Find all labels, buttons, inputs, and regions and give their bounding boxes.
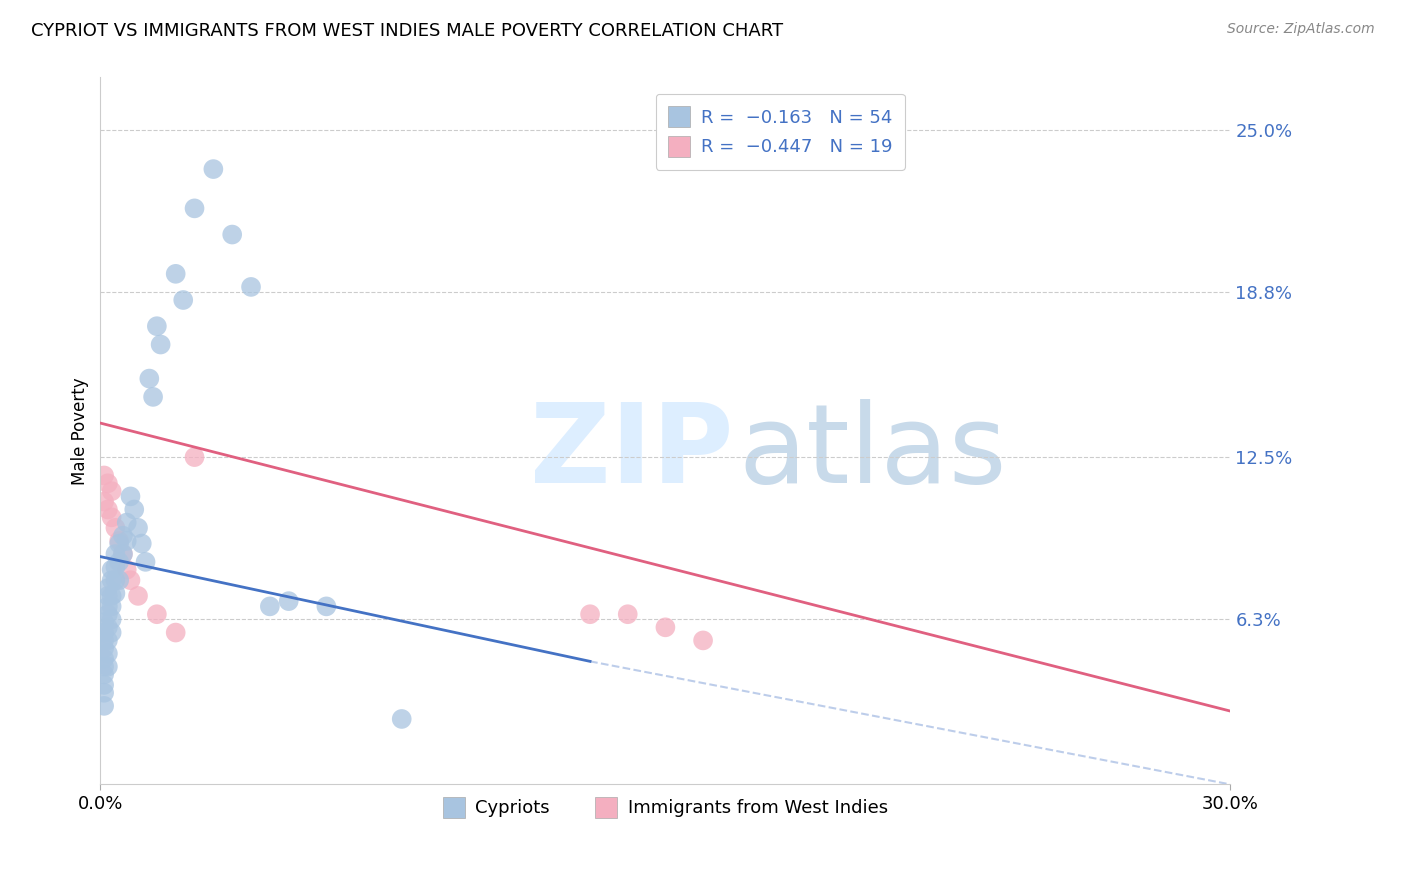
Point	[93, 468, 115, 483]
Text: Source: ZipAtlas.com: Source: ZipAtlas.com	[1227, 22, 1375, 37]
Point	[104, 573, 127, 587]
Point	[97, 607, 120, 622]
Point	[93, 625, 115, 640]
Point	[108, 536, 131, 550]
Point	[172, 293, 194, 307]
Point	[93, 678, 115, 692]
Point	[93, 652, 115, 666]
Point	[115, 563, 138, 577]
Point	[100, 589, 122, 603]
Point	[93, 641, 115, 656]
Point	[104, 560, 127, 574]
Point	[131, 536, 153, 550]
Point	[146, 607, 169, 622]
Point	[104, 547, 127, 561]
Point	[104, 521, 127, 535]
Point	[93, 659, 115, 673]
Point	[221, 227, 243, 242]
Point	[122, 502, 145, 516]
Point	[97, 620, 120, 634]
Point	[115, 533, 138, 548]
Point	[616, 607, 638, 622]
Point	[97, 647, 120, 661]
Point	[108, 573, 131, 587]
Point	[93, 667, 115, 681]
Text: ZIP: ZIP	[530, 399, 733, 506]
Point	[97, 659, 120, 673]
Point	[100, 599, 122, 614]
Point	[93, 686, 115, 700]
Point	[93, 633, 115, 648]
Point	[165, 625, 187, 640]
Point	[120, 573, 142, 587]
Point	[202, 162, 225, 177]
Point	[315, 599, 337, 614]
Point	[165, 267, 187, 281]
Point	[183, 202, 205, 216]
Point	[579, 607, 602, 622]
Point	[135, 555, 157, 569]
Point	[93, 615, 115, 629]
Point	[138, 371, 160, 385]
Point	[111, 529, 134, 543]
Point	[100, 573, 122, 587]
Point	[100, 484, 122, 499]
Text: CYPRIOT VS IMMIGRANTS FROM WEST INDIES MALE POVERTY CORRELATION CHART: CYPRIOT VS IMMIGRANTS FROM WEST INDIES M…	[31, 22, 783, 40]
Y-axis label: Male Poverty: Male Poverty	[72, 377, 89, 484]
Point	[100, 612, 122, 626]
Point	[97, 581, 120, 595]
Point	[97, 502, 120, 516]
Point	[100, 563, 122, 577]
Point	[127, 589, 149, 603]
Point	[108, 555, 131, 569]
Point	[97, 476, 120, 491]
Point	[146, 319, 169, 334]
Point	[108, 533, 131, 548]
Point	[111, 547, 134, 561]
Point	[115, 516, 138, 530]
Point	[259, 599, 281, 614]
Point	[183, 450, 205, 464]
Point	[111, 547, 134, 561]
Point	[654, 620, 676, 634]
Point	[127, 521, 149, 535]
Point	[120, 489, 142, 503]
Point	[104, 586, 127, 600]
Point	[97, 633, 120, 648]
Point	[277, 594, 299, 608]
Point	[97, 589, 120, 603]
Legend: Cypriots, Immigrants from West Indies: Cypriots, Immigrants from West Indies	[436, 789, 896, 825]
Point	[142, 390, 165, 404]
Point	[692, 633, 714, 648]
Point	[149, 337, 172, 351]
Point	[100, 625, 122, 640]
Point	[100, 510, 122, 524]
Point	[97, 599, 120, 614]
Point	[240, 280, 263, 294]
Point	[93, 494, 115, 508]
Text: atlas: atlas	[740, 399, 1007, 506]
Point	[391, 712, 413, 726]
Point	[93, 698, 115, 713]
